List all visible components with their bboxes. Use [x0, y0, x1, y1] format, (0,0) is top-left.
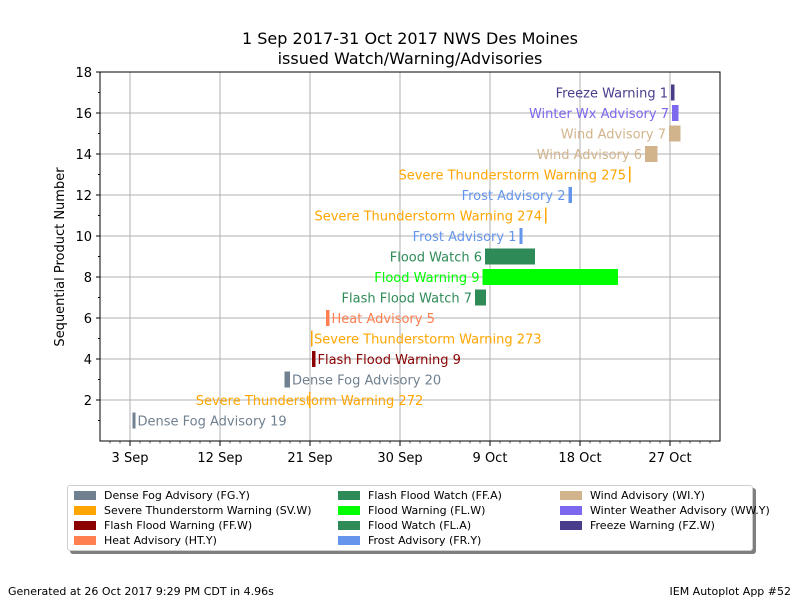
legend-item: Flood Warning (FL.W) — [338, 503, 485, 517]
legend-item: Heat Advisory (HT.Y) — [74, 533, 217, 547]
legend-label: Severe Thunderstorm Warning (SV.W) — [104, 503, 312, 517]
bar — [568, 187, 572, 203]
bar — [132, 412, 136, 429]
bar-label: Wind Advisory 6 — [537, 148, 642, 163]
footer-app: IEM Autoplot App #52 — [669, 585, 792, 598]
bar-label: Dense Fog Advisory 20 — [292, 374, 441, 389]
bar — [485, 248, 535, 265]
y-tick-label: 6 — [84, 312, 92, 327]
y-tick-label: 14 — [75, 148, 92, 163]
y-tick-label: 8 — [84, 271, 92, 286]
x-tick-label: 12 Sep — [197, 451, 242, 466]
bar-label: Severe Thunderstorm Warning 274 — [314, 210, 542, 225]
legend-item: Flood Watch (FL.A) — [338, 518, 471, 532]
legend-swatch — [338, 520, 360, 530]
x-tick-label: 9 Oct — [473, 451, 508, 466]
legend-label: Flood Watch (FL.A) — [368, 518, 472, 532]
y-tick-label: 4 — [84, 353, 92, 368]
chart: 1 Sep 2017-31 Oct 2017 NWS Des Moines is… — [53, 29, 721, 466]
bar-label: Wind Advisory 7 — [561, 128, 666, 143]
chart-title-line2: issued Watch/Warning/Advisories — [278, 49, 543, 68]
bar-label: Flash Flood Watch 7 — [342, 292, 472, 307]
bar — [482, 269, 618, 285]
bar-label: Frost Advisory 1 — [413, 230, 517, 245]
legend-item: Dense Fog Advisory (FG.Y) — [74, 488, 250, 502]
y-tick-label: 2 — [84, 394, 92, 409]
x-tick-label: 18 Oct — [558, 451, 601, 466]
bar — [672, 105, 679, 121]
y-tick-label: 12 — [75, 189, 92, 204]
footer-generated: Generated at 26 Oct 2017 9:29 PM CDT in … — [8, 585, 274, 598]
x-tick-label: 30 Sep — [377, 451, 422, 466]
bar-label: Frost Advisory 2 — [462, 189, 566, 204]
legend-item: Wind Advisory (WI.Y) — [560, 488, 705, 502]
legend-swatch — [74, 505, 96, 515]
legend: Dense Fog Advisory (FG.Y) Severe Thunders… — [67, 485, 770, 551]
bar-label: Heat Advisory 5 — [332, 312, 435, 327]
bar — [475, 289, 486, 306]
legend-swatch — [560, 520, 582, 530]
y-tick-label: 10 — [75, 230, 92, 245]
legend-swatch — [74, 490, 96, 500]
bar-label: Flood Watch 6 — [390, 251, 482, 266]
x-tick-label: 21 Sep — [287, 451, 332, 466]
ticks: 2 4 6 8 10 12 14 16 18 3 Sep 12 Sep 21 Sep 30 Sep 9 O… — [75, 66, 711, 466]
x-tick-label: 27 Oct — [648, 451, 691, 466]
legend-item: Winter Weather Advisory (WW.Y) — [560, 503, 770, 517]
legend-label: Wind Advisory (WI.Y) — [590, 488, 705, 502]
bar-label: Severe Thunderstorm Warning 275 — [398, 169, 626, 184]
bar-label: Flash Flood Warning 9 — [318, 353, 461, 368]
legend-label: Flash Flood Watch (FF.A) — [368, 488, 502, 502]
bar — [284, 371, 290, 388]
legend-item: Freeze Warning (FZ.W) — [560, 518, 715, 532]
legend-label: Dense Fog Advisory (FG.Y) — [104, 488, 250, 502]
bar-label: Severe Thunderstorm Warning 272 — [196, 394, 424, 409]
bar — [645, 146, 658, 162]
legend-item: Flash Flood Warning (FF.W) — [74, 518, 252, 532]
bar-labels: Dense Fog Advisory 19 Severe Thunderstorm… — [138, 87, 670, 430]
x-tick-label: 3 Sep — [112, 451, 149, 466]
legend-item: Frost Advisory (FR.Y) — [338, 533, 481, 547]
bars — [132, 84, 681, 429]
legend-swatch — [338, 535, 360, 545]
legend-label: Freeze Warning (FZ.W) — [590, 518, 715, 532]
bar-label: Flood Warning 9 — [374, 271, 479, 286]
legend-swatch — [74, 520, 96, 530]
bar — [671, 84, 675, 101]
bar-label: Winter Wx Advisory 7 — [529, 107, 669, 122]
bar-label: Dense Fog Advisory 19 — [138, 415, 287, 430]
y-tick-label: 16 — [75, 107, 92, 122]
bar — [312, 351, 316, 367]
legend-swatch — [338, 490, 360, 500]
bar-label: Severe Thunderstorm Warning 273 — [314, 333, 542, 348]
bar — [519, 228, 523, 244]
bar-label: Freeze Warning 1 — [556, 87, 668, 102]
legend-item: Flash Flood Watch (FF.A) — [338, 488, 502, 502]
bar — [311, 330, 313, 347]
legend-swatch — [74, 535, 96, 545]
chart-title-line1: 1 Sep 2017-31 Oct 2017 NWS Des Moines — [242, 29, 578, 48]
bar — [326, 310, 330, 326]
legend-label: Flash Flood Warning (FF.W) — [104, 518, 253, 532]
bar — [669, 125, 681, 142]
legend-label: Winter Weather Advisory (WW.Y) — [590, 503, 770, 517]
legend-label: Flood Warning (FL.W) — [368, 503, 486, 517]
legend-swatch — [338, 505, 360, 515]
legend-swatch — [560, 490, 582, 500]
legend-item: Severe Thunderstorm Warning (SV.W) — [74, 503, 312, 517]
y-tick-label: 18 — [75, 66, 92, 81]
legend-label: Heat Advisory (HT.Y) — [104, 533, 217, 547]
bar — [309, 392, 311, 408]
bar — [545, 207, 547, 224]
bar — [629, 166, 631, 183]
y-axis-label: Sequential Product Number — [53, 167, 68, 347]
legend-swatch — [560, 505, 582, 515]
legend-label: Frost Advisory (FR.Y) — [368, 533, 482, 547]
